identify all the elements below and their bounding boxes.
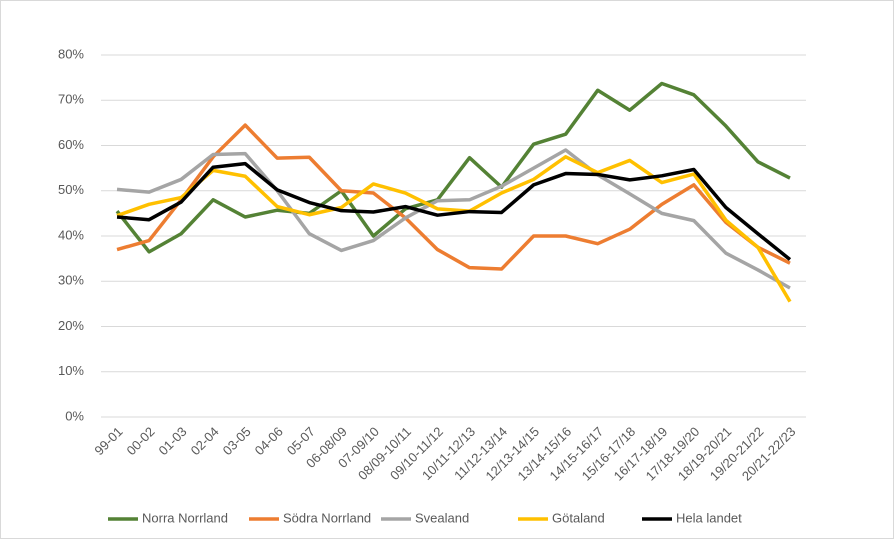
y-tick-label: 60%: [58, 137, 84, 152]
y-tick-label: 20%: [58, 318, 84, 333]
legend-label: Norra Norrland: [142, 510, 228, 525]
series-line: [116, 123, 791, 271]
y-tick-label: 0%: [65, 408, 84, 423]
series-line: [116, 155, 792, 303]
y-tick-label: 70%: [58, 92, 84, 107]
y-tick-label: 80%: [58, 46, 84, 61]
series-line: [116, 161, 792, 261]
y-tick-label: 30%: [58, 273, 84, 288]
series-line: [116, 148, 791, 290]
legend-label: Götaland: [552, 510, 605, 525]
legend-label: Hela landet: [676, 510, 742, 525]
series-line: [115, 81, 791, 254]
y-tick-label: 40%: [58, 227, 84, 242]
legend-label: Svealand: [415, 510, 469, 525]
legend-label: Södra Norrland: [283, 510, 371, 525]
y-tick-label: 50%: [58, 182, 84, 197]
y-tick-label: 10%: [58, 363, 84, 378]
